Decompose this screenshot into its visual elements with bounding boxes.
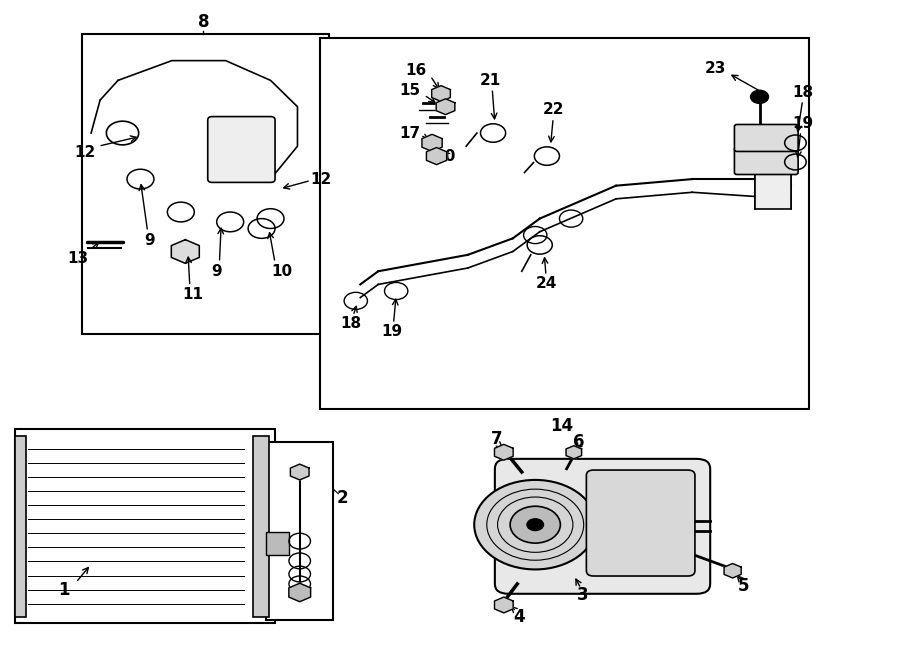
FancyBboxPatch shape (734, 147, 798, 175)
FancyBboxPatch shape (14, 429, 275, 623)
Polygon shape (494, 444, 513, 460)
Bar (266, 442, 333, 620)
Circle shape (751, 91, 769, 103)
Text: 3: 3 (577, 586, 589, 604)
Text: 9: 9 (212, 264, 222, 279)
Text: 2: 2 (337, 489, 348, 508)
Text: 19: 19 (792, 116, 814, 131)
Text: 10: 10 (272, 264, 292, 279)
Polygon shape (171, 240, 199, 263)
Polygon shape (432, 86, 450, 101)
Text: 18: 18 (341, 317, 362, 331)
Text: 18: 18 (792, 85, 814, 100)
Text: 9: 9 (144, 233, 155, 248)
Text: 23: 23 (705, 61, 726, 76)
Bar (82, 34, 328, 334)
Polygon shape (422, 134, 442, 151)
Text: 4: 4 (513, 608, 525, 626)
Bar (320, 38, 809, 409)
Polygon shape (291, 464, 309, 480)
Text: 7: 7 (491, 430, 502, 448)
Circle shape (474, 480, 596, 569)
Text: 6: 6 (572, 434, 584, 451)
Text: 11: 11 (182, 287, 203, 302)
Polygon shape (427, 147, 446, 165)
Polygon shape (724, 564, 742, 578)
Text: 1: 1 (58, 582, 70, 600)
Bar (755, 173, 791, 209)
Circle shape (526, 518, 544, 531)
Text: 12: 12 (310, 172, 331, 186)
Polygon shape (436, 98, 454, 114)
Text: 19: 19 (381, 325, 402, 339)
Text: 24: 24 (536, 276, 557, 291)
FancyBboxPatch shape (495, 459, 710, 594)
Text: 22: 22 (543, 102, 564, 118)
Bar (266, 532, 289, 555)
Text: 5: 5 (738, 577, 749, 595)
Polygon shape (566, 446, 581, 459)
Text: 17: 17 (399, 126, 420, 141)
Text: 21: 21 (480, 73, 501, 88)
FancyBboxPatch shape (587, 470, 695, 576)
Polygon shape (494, 597, 513, 613)
Text: 15: 15 (399, 83, 420, 98)
Text: 14: 14 (551, 417, 573, 435)
Text: 8: 8 (197, 13, 209, 32)
Polygon shape (289, 583, 310, 602)
FancyBboxPatch shape (208, 116, 275, 182)
FancyBboxPatch shape (734, 124, 798, 151)
Text: 12: 12 (74, 145, 95, 160)
Circle shape (510, 506, 561, 543)
Bar (253, 436, 269, 617)
Text: 16: 16 (405, 63, 427, 78)
Text: 20: 20 (435, 149, 456, 163)
Bar (14, 436, 25, 617)
Text: 13: 13 (68, 251, 88, 266)
